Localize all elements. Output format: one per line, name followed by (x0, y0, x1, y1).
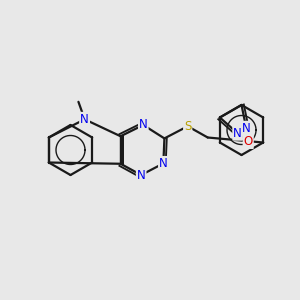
Text: N: N (137, 169, 146, 182)
Text: O: O (244, 135, 253, 148)
Text: N: N (242, 122, 251, 135)
Text: N: N (139, 118, 148, 131)
Text: N: N (159, 157, 168, 170)
Text: N: N (80, 113, 89, 126)
Text: N: N (233, 127, 242, 140)
Text: N: N (80, 113, 89, 126)
Text: S: S (184, 120, 191, 133)
